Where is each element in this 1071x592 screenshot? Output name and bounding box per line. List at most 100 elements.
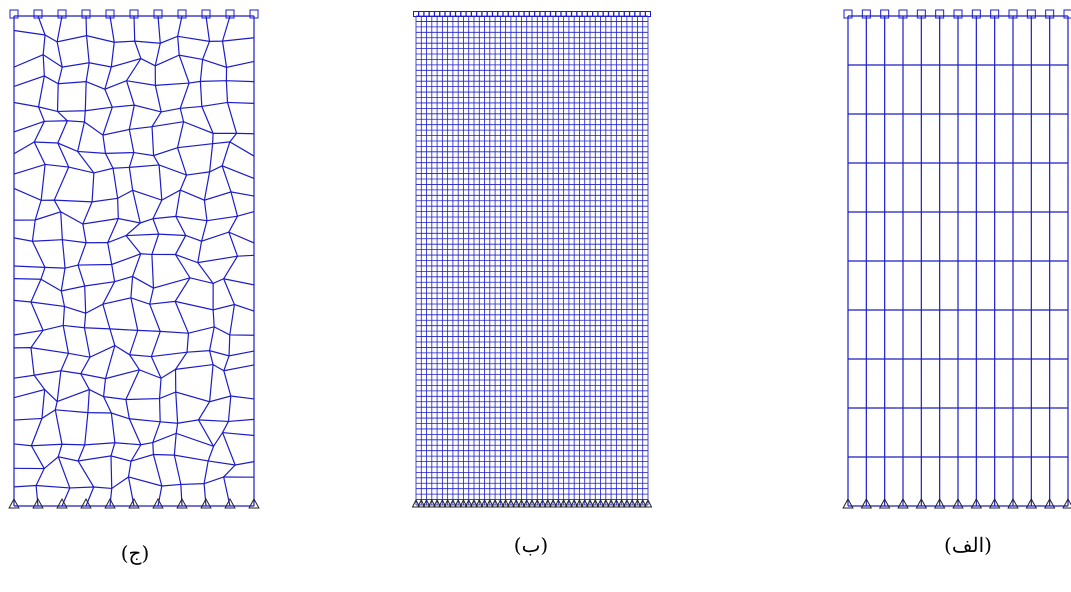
mesh-column [53,15,71,507]
mesh-row [13,344,255,358]
support-triangle [606,498,616,508]
support-square [990,9,1000,19]
support-triangle [532,498,542,508]
support-triangle [590,498,600,508]
support-triangle [56,497,68,509]
support-triangle [480,498,489,508]
support-triangle [517,498,526,508]
support-square [971,9,981,19]
support-triangle [988,497,1001,509]
support-triangle [643,498,653,508]
mesh-column [76,15,95,507]
support-triangle [427,498,437,508]
support-square [1063,9,1071,19]
support-triangle [453,498,463,508]
support-triangle [543,498,553,508]
mesh-column [221,15,239,507]
support-triangle [952,497,964,509]
support-triangle [511,498,521,508]
support-triangle [633,498,642,508]
mesh-row [13,275,255,292]
support-triangle [596,498,605,508]
mesh-row [13,363,255,380]
support-square [129,9,139,19]
mesh-column [102,15,119,507]
mesh-column [197,15,215,507]
meshes [8,9,1071,509]
support-triangle [970,497,983,509]
support-triangle [538,498,547,508]
support-triangle [1025,497,1038,509]
support-triangle [564,498,574,508]
support-square [916,9,926,19]
support-triangle [485,498,495,508]
support-square [201,9,211,19]
support-triangle [432,498,442,508]
mesh-row [13,476,255,490]
support-triangle [1062,497,1071,509]
support-triangle [1007,497,1019,509]
support-triangle [617,498,626,508]
support-triangle [32,497,44,509]
support-triangle [80,497,92,509]
support-square [249,9,259,19]
mesh-row [13,409,255,424]
support-triangle [248,497,260,509]
support-square [57,9,67,19]
support-triangle [580,498,590,508]
support-triangle [464,498,474,508]
support-square [225,9,235,19]
support-square [1026,9,1036,19]
support-triangle [448,498,458,508]
support-triangle [933,497,946,509]
support-triangle [622,498,632,508]
support-triangle [459,498,468,508]
support-square [153,9,163,19]
support-square [9,9,19,19]
support-triangle [569,498,579,508]
support-square [843,9,853,19]
support-triangle [548,498,558,508]
support-square [177,9,187,19]
support-triangle [1043,497,1056,509]
mesh-column [30,15,46,507]
mesh-row [13,231,255,244]
support-triangle [501,498,510,508]
support-triangle [601,498,611,508]
support-triangle [527,498,537,508]
support-triangle [496,498,505,508]
support-triangle [474,498,484,508]
mesh-column [125,15,142,507]
support-square [1045,9,1055,19]
support-triangle [224,497,236,509]
support-square [1008,9,1018,19]
support-triangle [416,498,426,508]
support-triangle [490,498,500,508]
support-triangle [585,498,595,508]
support-triangle [842,497,854,509]
support-square [33,9,43,19]
support-square [880,9,890,19]
support-triangle [559,498,568,508]
label-a: (الف) [944,533,992,557]
support-triangle [104,497,116,509]
mesh-row [13,253,255,269]
mesh-row [13,324,255,336]
mesh-row [13,431,255,447]
mesh-row [13,388,255,403]
support-triangle [152,497,164,509]
support-triangle [176,497,188,509]
support-triangle [575,498,584,508]
support-triangle [522,498,532,508]
support-triangle [422,498,431,508]
mesh-row [13,210,255,225]
support-square [105,9,115,19]
mesh-column [149,15,163,507]
support-triangle [915,497,928,509]
mesh-row [13,163,255,180]
support-square [935,9,945,19]
mesh-row [13,53,255,68]
support-square [898,9,908,19]
label-b: (ب) [514,533,548,557]
label-c: (ج) [121,541,150,565]
